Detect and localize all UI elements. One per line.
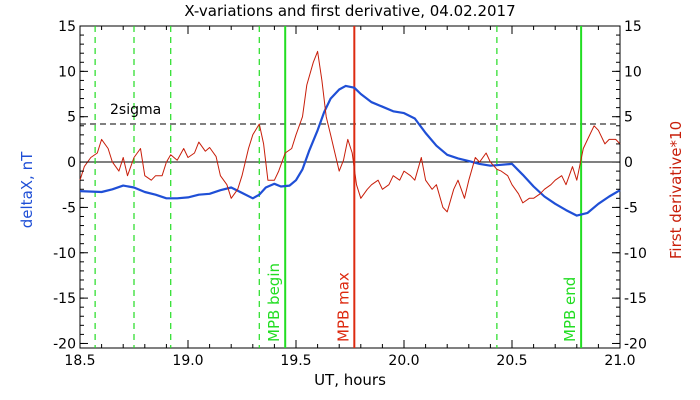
x-tick-label: 20.0 <box>388 353 419 369</box>
deltax-series-line <box>79 84 621 217</box>
y-tick-label-left: -5 <box>62 200 76 216</box>
y-tick-label-right: -15 <box>624 291 647 307</box>
y-tick-label-right: -20 <box>624 336 647 352</box>
mpb-label: MPB end <box>561 277 579 342</box>
y-axis-label-right: First derivative*10 <box>667 121 685 259</box>
mpb-label: MPB begin <box>265 263 283 342</box>
y-tick-label-right: -10 <box>624 246 647 262</box>
y-tick-label-right: 5 <box>624 110 633 126</box>
plot-frame <box>79 25 621 349</box>
x-tick-label: 19.0 <box>172 353 203 369</box>
x-tick-label: 20.5 <box>496 353 527 369</box>
y-tick-label-left: -15 <box>53 291 76 307</box>
y-tick-label-left: 15 <box>58 19 76 35</box>
mpb-label: MPB max <box>334 272 352 342</box>
x-tick-label: 18.5 <box>64 353 95 369</box>
derivative-series-line <box>79 50 621 213</box>
x-tick-label: 21.0 <box>604 353 635 369</box>
y-tick-label-right: 0 <box>624 155 633 171</box>
y-axis-label-left: deltaX, nT <box>18 151 36 228</box>
y-tick-label-left: -20 <box>53 336 76 352</box>
mpb-labels: MPB begin MPB max MPB end <box>265 263 579 342</box>
y-tick-label-right: -5 <box>624 200 638 216</box>
x-tick-label: 19.5 <box>280 353 311 369</box>
y-tick-label-left: 0 <box>67 155 76 171</box>
y-tick-label-right: 10 <box>624 64 642 80</box>
chart-title: X-variations and first derivative, 04.02… <box>184 2 515 20</box>
two-sigma-label: 2sigma <box>110 102 161 118</box>
axes: 18.5 19.0 19.5 20.0 20.5 21.0 15 15 10 10 5 5 0 0 -5 -5… <box>53 19 647 369</box>
y-tick-label-right: 15 <box>624 19 642 35</box>
y-tick-label-left: 5 <box>67 110 76 126</box>
series-layer <box>79 50 621 217</box>
y-tick-label-left: -10 <box>53 246 76 262</box>
y-tick-label-left: 10 <box>58 64 76 80</box>
x-axis-label: UT, hours <box>314 371 386 389</box>
